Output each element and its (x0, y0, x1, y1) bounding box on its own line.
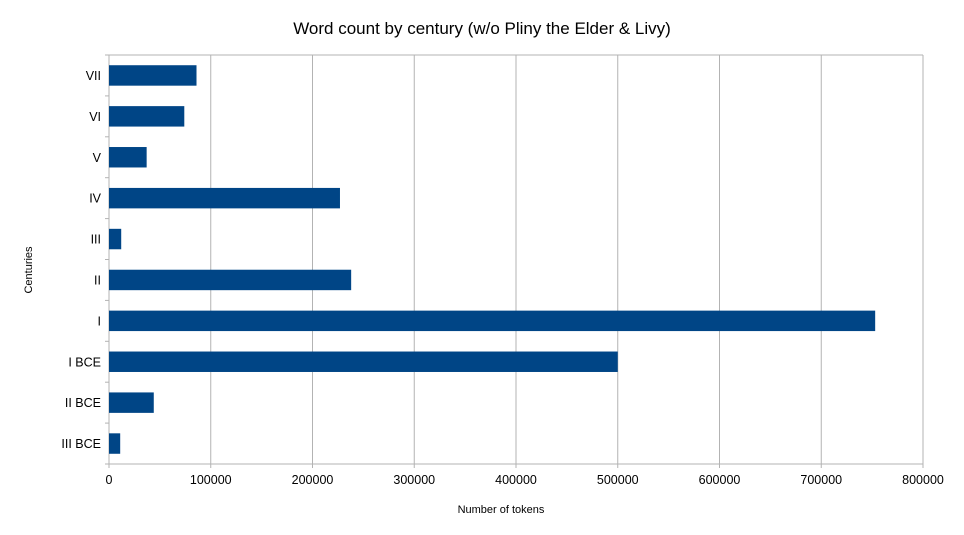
x-axis-title: Number of tokens (458, 504, 545, 516)
y-tick-label: III BCE (61, 437, 101, 451)
bar-ii-bce (109, 392, 154, 413)
chart-title: Word count by century (w/o Pliny the Eld… (293, 19, 671, 38)
x-tick-label: 500000 (597, 473, 639, 487)
x-tick-label: 100000 (190, 473, 232, 487)
x-tick-label: 300000 (393, 473, 435, 487)
y-tick-label: V (93, 151, 102, 165)
bar-iv (109, 187, 340, 209)
x-tick-label: 400000 (495, 473, 537, 487)
bar-v (109, 147, 147, 168)
bar-i-bce (109, 351, 618, 372)
bar-iii-bce (109, 433, 121, 454)
x-tick-label: 600000 (699, 473, 741, 487)
y-tick-label: IV (89, 192, 101, 206)
y-tick-label: I BCE (68, 355, 101, 369)
bar-i (109, 310, 876, 332)
x-tick-label: 700000 (800, 473, 842, 487)
y-axis-title: Centuries (23, 246, 35, 294)
bar-iii (109, 228, 122, 250)
y-tick-label: VII (86, 69, 101, 83)
y-tick-label: I (98, 314, 101, 328)
y-tick-label: II (94, 273, 101, 287)
x-tick-label: 800000 (902, 473, 944, 487)
y-tick-label: VI (89, 110, 101, 124)
x-tick-label: 0 (106, 473, 113, 487)
bar-vi (109, 106, 185, 127)
bar-ii (109, 269, 352, 291)
x-tick-label: 200000 (292, 473, 334, 487)
bars (109, 65, 876, 454)
y-tick-label: III (91, 233, 101, 247)
bar-vii (109, 65, 197, 86)
y-tick-label: II BCE (65, 396, 101, 410)
grid-lines (105, 54, 924, 468)
x-tick-labels: 0 100000 200000 300000 400000 500000 600000 700… (106, 473, 944, 487)
